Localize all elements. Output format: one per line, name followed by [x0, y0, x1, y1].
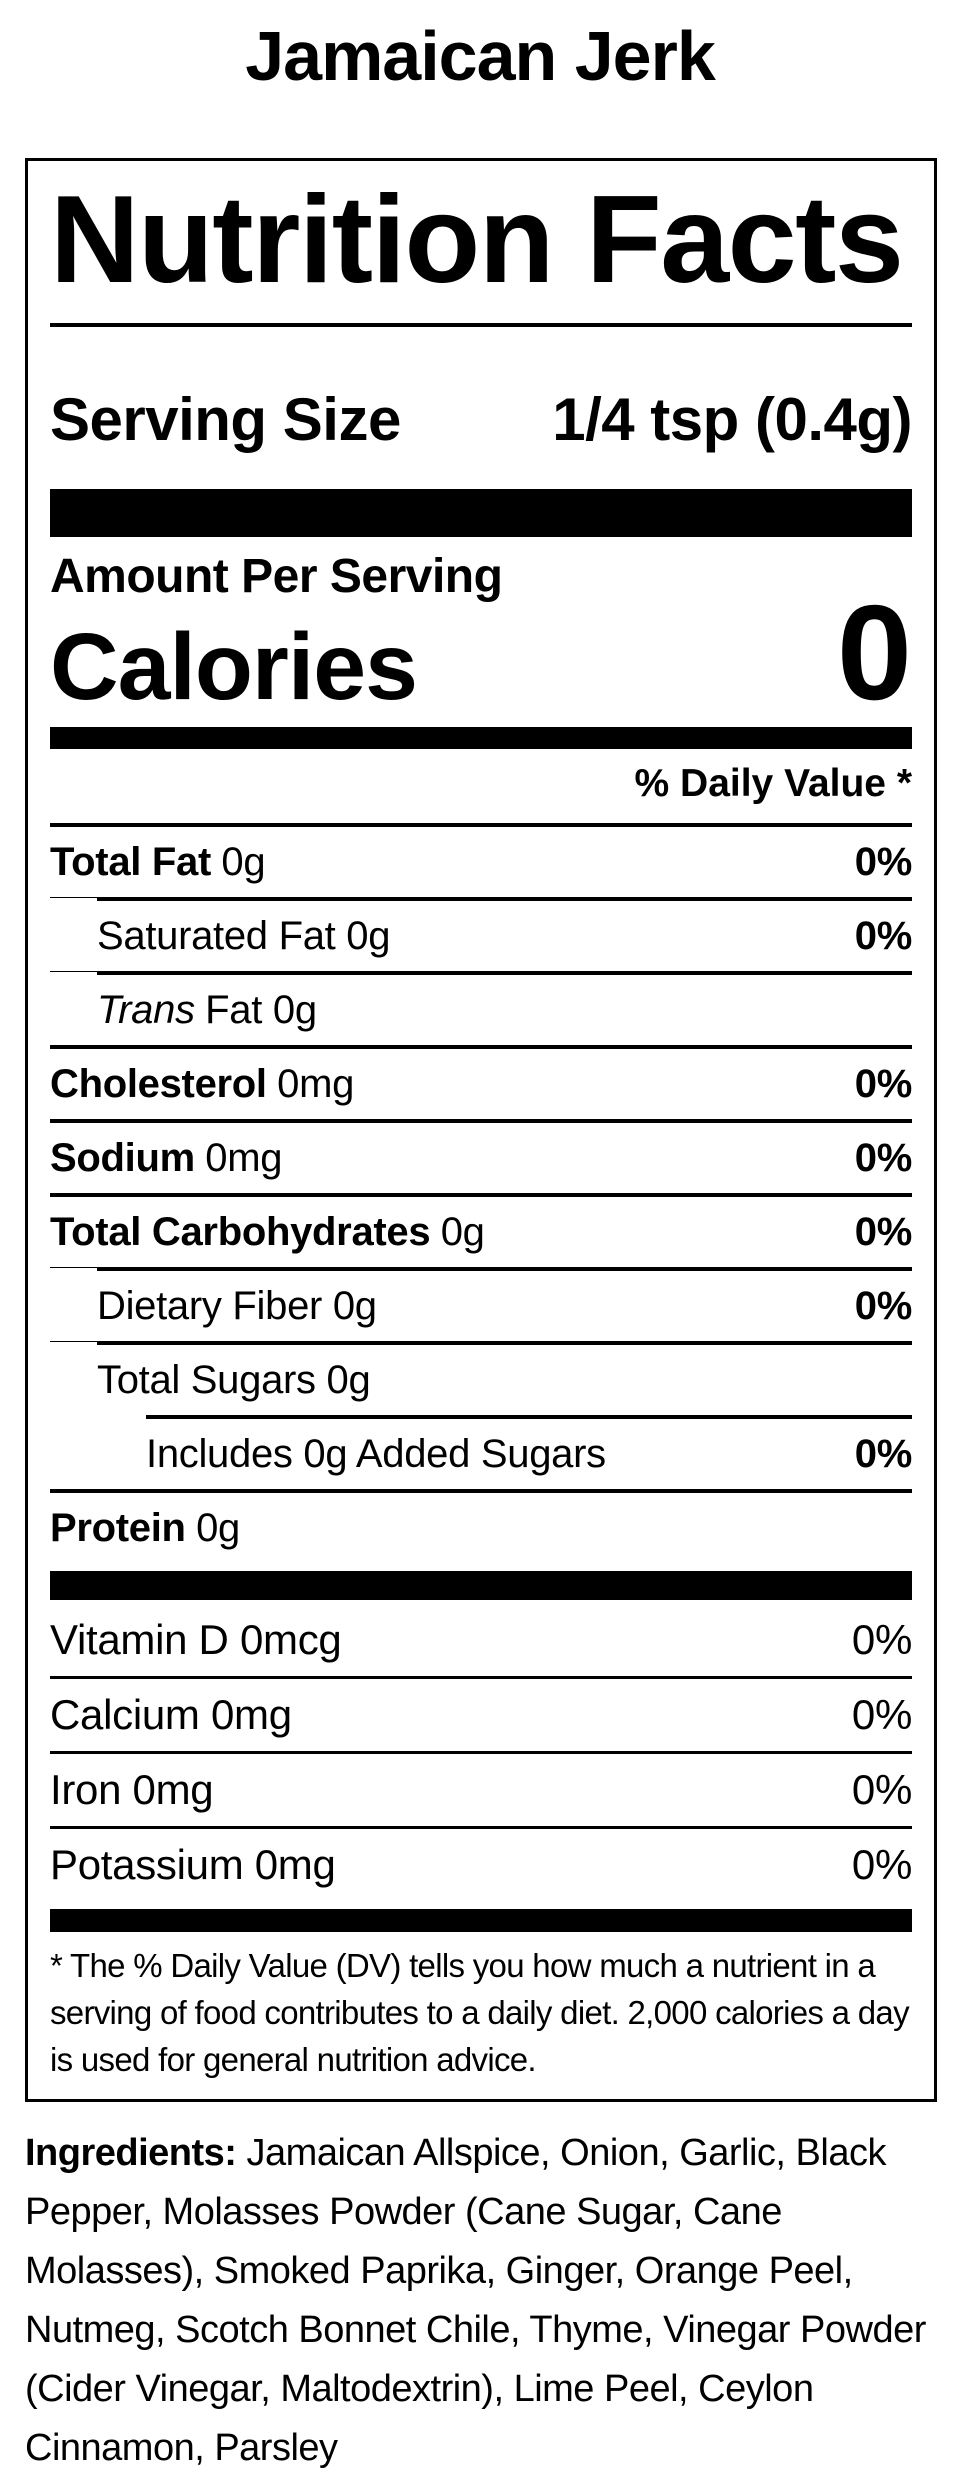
- ingredients-text: Jamaican Allspice, Onion, Garlic, Black …: [25, 2132, 926, 2469]
- nutrient-row-total-sugars: Total Sugars 0g: [50, 1345, 912, 1415]
- daily-value-percent: 0%: [851, 1841, 912, 1888]
- calories-label: Calories: [50, 614, 418, 720]
- nutrient-row-iron: Iron 0mg 0%: [50, 1754, 912, 1826]
- nutrient-row-total-carbohydrates: Total Carbohydrates 0g 0%: [50, 1197, 912, 1267]
- nutrient-row-cholesterol: Cholesterol 0mg 0%: [50, 1049, 912, 1119]
- serving-size-row: Serving Size 1/4 tsp (0.4g): [50, 385, 912, 455]
- daily-value-percent: 0%: [851, 1616, 912, 1663]
- row-divider: [50, 1193, 912, 1197]
- calories-value: 0: [836, 577, 912, 728]
- row-divider-indented: [50, 897, 912, 901]
- row-divider-indented: [50, 971, 912, 975]
- nutrient-row-calcium: Calcium 0mg 0%: [50, 1679, 912, 1751]
- calories-row: Calories 0: [50, 577, 912, 728]
- nutrient-row-potassium: Potassium 0mg 0%: [50, 1829, 912, 1901]
- daily-value-header: % Daily Value *: [634, 762, 912, 805]
- ingredients-label: Ingredients:: [25, 2132, 237, 2174]
- nutrient-row-saturated-fat: Saturated Fat 0g 0%: [50, 901, 912, 971]
- thin-row-divider: [50, 1676, 912, 1679]
- medium-divider-bar: [50, 727, 912, 749]
- row-divider: [50, 1119, 912, 1123]
- nutrient-text: Calcium 0mg: [50, 1691, 292, 1738]
- nutrient-text: Sodium 0mg: [50, 1136, 283, 1180]
- thick-divider-bar: [50, 489, 912, 537]
- daily-value-percent: 0%: [851, 1691, 912, 1738]
- bottom-divider-bar: [50, 1909, 912, 1932]
- nutrient-row-sodium: Sodium 0mg 0%: [50, 1123, 912, 1193]
- nutrient-text: Iron 0mg: [50, 1766, 214, 1813]
- daily-value-percent: 0%: [854, 1432, 913, 1476]
- thin-row-divider: [50, 1751, 912, 1754]
- nutrient-text: Total Fat 0g: [50, 840, 266, 884]
- vitamins-section: Vitamin D 0mcg 0% Calcium 0mg 0% Iron 0m…: [50, 1604, 912, 1901]
- nutrient-text: Potassium 0mg: [50, 1841, 336, 1888]
- row-divider-double-indented: [50, 1415, 912, 1419]
- section-divider-bar: [50, 1571, 912, 1600]
- nutrient-row-protein: Protein 0g: [50, 1493, 912, 1563]
- nutrient-text: Saturated Fat 0g: [97, 914, 391, 958]
- nutrient-text: Includes 0g Added Sugars: [146, 1432, 606, 1476]
- ingredients-paragraph: Ingredients: Jamaican Allspice, Onion, G…: [25, 2124, 935, 2478]
- row-divider: [50, 823, 912, 827]
- nutrient-row-trans-fat: Trans Fat 0g: [50, 975, 912, 1045]
- product-title: Jamaican Jerk: [245, 17, 716, 95]
- daily-value-percent: 0%: [854, 914, 913, 958]
- row-divider: [50, 1489, 912, 1493]
- daily-value-percent: 0%: [854, 1210, 913, 1254]
- nutrient-text: Total Sugars 0g: [97, 1358, 371, 1402]
- row-divider-indented: [50, 1267, 912, 1271]
- daily-value-footnote: * The % Daily Value (DV) tells you how m…: [50, 1947, 910, 2078]
- nutrient-text: Cholesterol 0mg: [50, 1062, 355, 1106]
- amount-per-serving-label: Amount Per Serving: [50, 550, 503, 603]
- nutrient-text: Trans Fat 0g: [97, 988, 317, 1032]
- nutrition-facts-heading: Nutrition Facts: [50, 175, 912, 327]
- nutrient-row-vitamin-d: Vitamin D 0mcg 0%: [50, 1604, 912, 1676]
- serving-size-value: 1/4 tsp (0.4g): [552, 386, 912, 453]
- nutrient-text: Protein 0g: [50, 1506, 240, 1550]
- row-divider: [50, 1045, 912, 1049]
- nutrition-facts-label: Nutrition Facts Serving Size 1/4 tsp (0.…: [25, 158, 937, 2102]
- nutrient-text: Total Carbohydrates 0g: [50, 1210, 485, 1254]
- daily-value-percent: 0%: [854, 1136, 913, 1180]
- serving-size-label: Serving Size: [50, 386, 401, 453]
- nutrient-row-dietary-fiber: Dietary Fiber 0g 0%: [50, 1271, 912, 1341]
- daily-value-percent: 0%: [854, 840, 913, 884]
- nutrient-text: Vitamin D 0mcg: [50, 1616, 342, 1663]
- daily-value-percent: 0%: [854, 1062, 913, 1106]
- row-divider-indented: [50, 1341, 912, 1345]
- daily-value-percent: 0%: [851, 1766, 912, 1813]
- nutrient-row-total-fat: Total Fat 0g 0%: [50, 827, 912, 897]
- nutrient-text: Dietary Fiber 0g: [97, 1284, 377, 1328]
- nutrient-row-added-sugars: Includes 0g Added Sugars 0%: [50, 1419, 912, 1489]
- thin-row-divider: [50, 1826, 912, 1829]
- daily-value-percent: 0%: [854, 1284, 913, 1328]
